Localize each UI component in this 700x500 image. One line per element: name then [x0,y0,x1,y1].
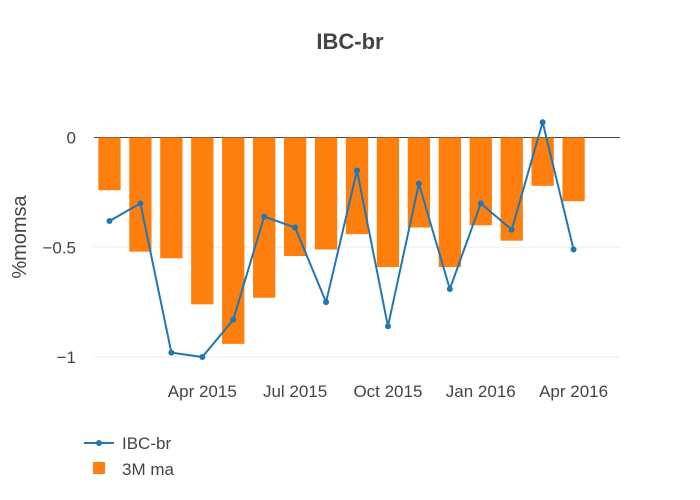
bar-3m-ma[interactable] [160,137,183,259]
point-ibc-br[interactable] [477,200,484,207]
bar-3m-ma[interactable] [562,137,585,202]
point-ibc-br[interactable] [292,224,299,231]
bar-3m-ma[interactable] [222,137,245,344]
legend: IBC-br 3M ma [84,434,175,479]
legend-line-marker [96,440,102,446]
bar-3m-ma[interactable] [98,137,121,191]
point-ibc-br[interactable] [354,167,360,174]
line-series [106,118,577,361]
chart-title: IBC-br [316,29,384,54]
axis-ticks: 0 −0.5 −1 Apr 2015 Jul 2015 Oct 2015 Jan 2016 A… [42,129,608,401]
bar-3m-ma[interactable] [531,137,554,186]
y-axis-label: %momsa [9,194,31,278]
point-ibc-br[interactable] [323,299,330,306]
y-tick-label: −1 [57,348,76,367]
y-tick-label: 0 [67,129,76,148]
bar-3m-ma[interactable] [314,137,338,250]
x-tick-label: Apr 2015 [168,382,237,401]
bar-3m-ma[interactable] [345,137,369,235]
point-ibc-br[interactable] [106,217,113,224]
bar-3m-ma[interactable] [438,137,461,268]
legend-item-ibc-br[interactable]: IBC-br [84,434,171,453]
legend-label-3m-ma: 3M ma [122,460,175,479]
y-tick-label: −0.5 [42,238,76,257]
legend-bar-swatch [93,462,105,474]
point-ibc-br[interactable] [570,246,577,253]
point-ibc-br[interactable] [415,180,422,187]
point-ibc-br[interactable] [384,323,391,330]
point-ibc-br[interactable] [261,213,268,220]
point-ibc-br[interactable] [199,354,206,361]
bar-3m-ma[interactable] [376,137,400,268]
x-tick-label: Jan 2016 [446,382,516,401]
x-tick-label: Oct 2015 [353,382,422,401]
point-ibc-br[interactable] [168,349,175,356]
point-ibc-br[interactable] [539,119,546,126]
point-ibc-br[interactable] [508,226,515,233]
point-ibc-br[interactable] [446,285,453,292]
point-ibc-br[interactable] [137,200,144,207]
legend-item-3m-ma[interactable]: 3M ma [93,460,175,479]
line-ibc-br [108,118,575,359]
bar-3m-ma[interactable] [283,137,307,257]
bar-3m-ma[interactable] [469,137,492,226]
x-tick-label: Jul 2015 [263,382,327,401]
x-tick-label: Apr 2016 [539,382,608,401]
bar-series [98,137,585,344]
bar-3m-ma[interactable] [129,137,152,252]
legend-label-ibc-br: IBC-br [122,434,171,453]
bar-3m-ma[interactable] [191,137,214,305]
point-ibc-br[interactable] [230,316,237,323]
bar-3m-ma[interactable] [500,137,523,241]
